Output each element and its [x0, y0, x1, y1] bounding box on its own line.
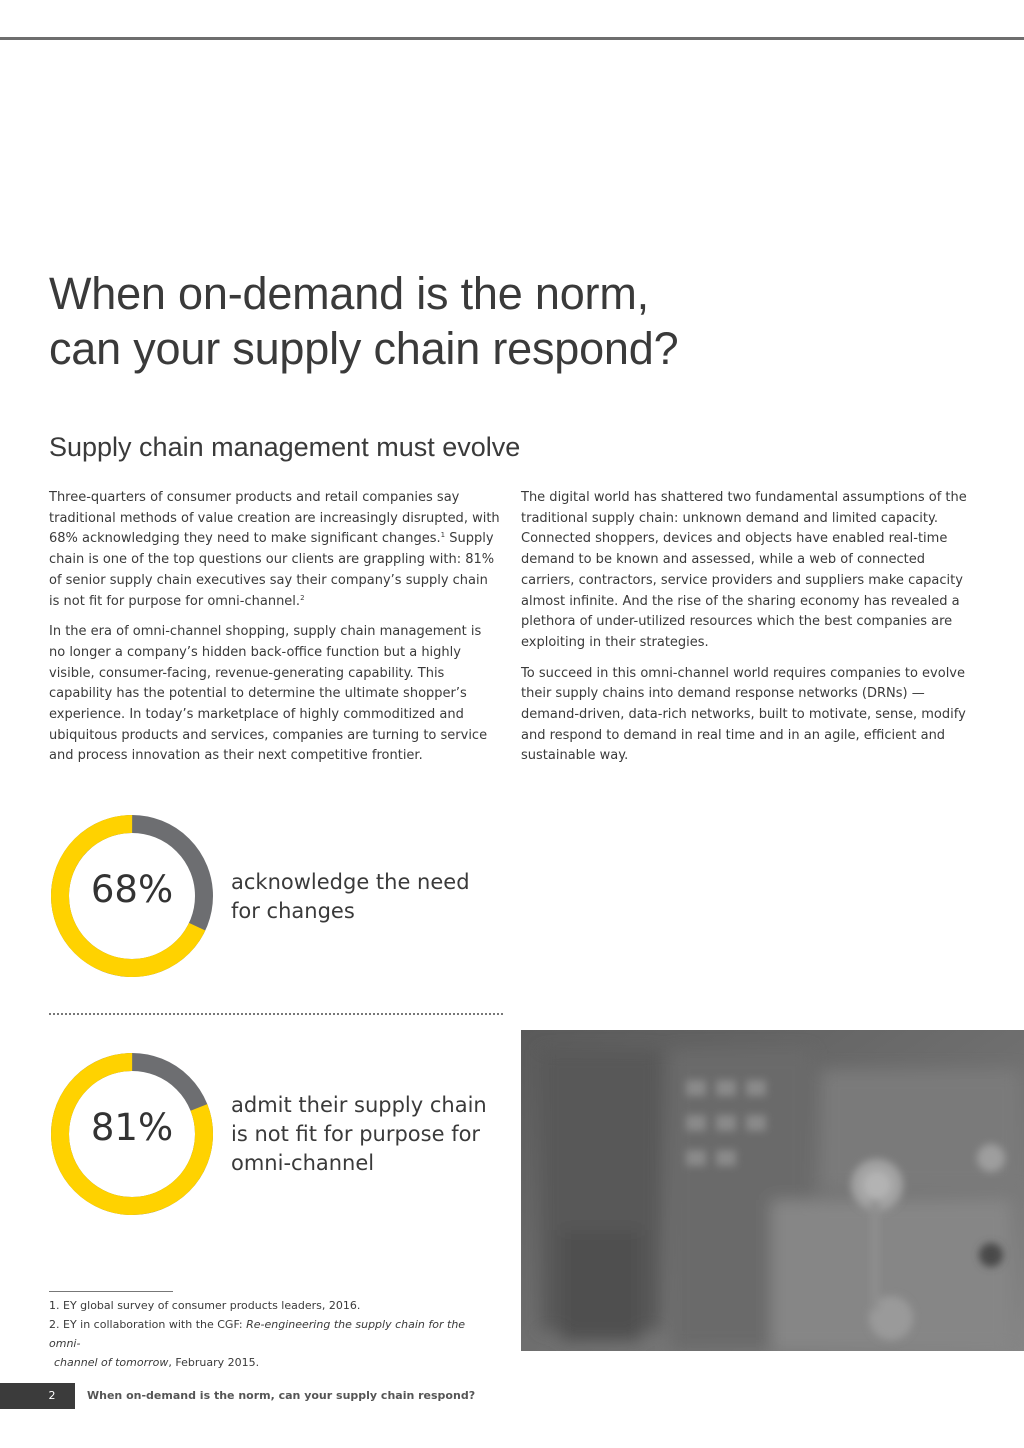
footnotes: 1. EY global survey of consumer products… — [49, 1296, 499, 1372]
dotted-divider — [49, 1013, 503, 1015]
left-p1-text-a: Three-quarters of consumer products and … — [49, 490, 500, 547]
stat-68-desc-line-2: for changes — [231, 899, 355, 923]
right-paragraph-1: The digital world has shattered two fund… — [521, 490, 967, 650]
left-paragraph-2: In the era of omni-channel shopping, sup… — [49, 624, 488, 764]
donut-68-value-arc — [51, 815, 213, 977]
top-rule — [0, 37, 1024, 40]
stat-68-desc-line-1: acknowledge the need — [231, 870, 470, 894]
footnote-ref-1: 1 — [440, 531, 446, 540]
footnote-2-title-b: channel of tomorrow — [54, 1356, 169, 1369]
stat-81: 81% admit their supply chain is not fit … — [49, 1051, 519, 1217]
footnote-2: 2. EY in collaboration with the CGF: Re-… — [49, 1315, 499, 1353]
left-p1-text-b: Supply chain is one of the top questions… — [49, 531, 495, 609]
page-number: 2 — [48, 1389, 56, 1402]
blurred-circuit-photo — [521, 1030, 1024, 1351]
stat-81-description: admit their supply chain is not fit for … — [231, 1091, 501, 1178]
donut-chart-68 — [51, 815, 213, 977]
stat-81-percent: 81% — [90, 1106, 174, 1149]
body-column-right: The digital world has shattered two fund… — [521, 488, 973, 777]
left-paragraph-1: Three-quarters of consumer products and … — [49, 488, 501, 612]
stat-81-desc-line-2: is not fit for purpose for — [231, 1122, 481, 1146]
stat-68-description: acknowledge the need for changes — [231, 868, 501, 926]
right-paragraph-2: To succeed in this omni-channel world re… — [521, 665, 966, 764]
footnote-2-continued: channel of tomorrow, February 2015. — [49, 1353, 499, 1372]
footnote-2-title-a: Re-engineering the supply chain for the … — [49, 1318, 466, 1350]
page-title-line-1: When on-demand is the norm, — [49, 268, 649, 319]
footer-page-box — [0, 1383, 75, 1409]
photo-illustration — [521, 1030, 1024, 1351]
body-column-left: Three-quarters of consumer products and … — [49, 488, 501, 777]
footer-title: When on-demand is the norm, can your sup… — [87, 1389, 476, 1402]
footnote-ref-2: 2 — [300, 593, 305, 602]
section-subtitle: Supply chain management must evolve — [49, 432, 521, 462]
stat-68: 68% acknowledge the need for changes — [49, 813, 519, 979]
footnote-2-prefix: 2. EY in collaboration with the CGF: — [49, 1318, 247, 1331]
footnote-rule — [49, 1291, 173, 1292]
footnote-1: 1. EY global survey of consumer products… — [49, 1299, 361, 1312]
footnote-2-suffix: , February 2015. — [168, 1356, 260, 1369]
page-title: When on-demand is the norm, can your sup… — [49, 266, 949, 376]
stat-81-desc-line-3: omni-channel — [231, 1151, 375, 1175]
stat-68-percent: 68% — [90, 868, 174, 911]
donut-chart-81 — [51, 1053, 213, 1215]
stat-81-desc-line-1: admit their supply chain — [231, 1093, 487, 1117]
page-title-line-2: can your supply chain respond? — [49, 323, 679, 374]
